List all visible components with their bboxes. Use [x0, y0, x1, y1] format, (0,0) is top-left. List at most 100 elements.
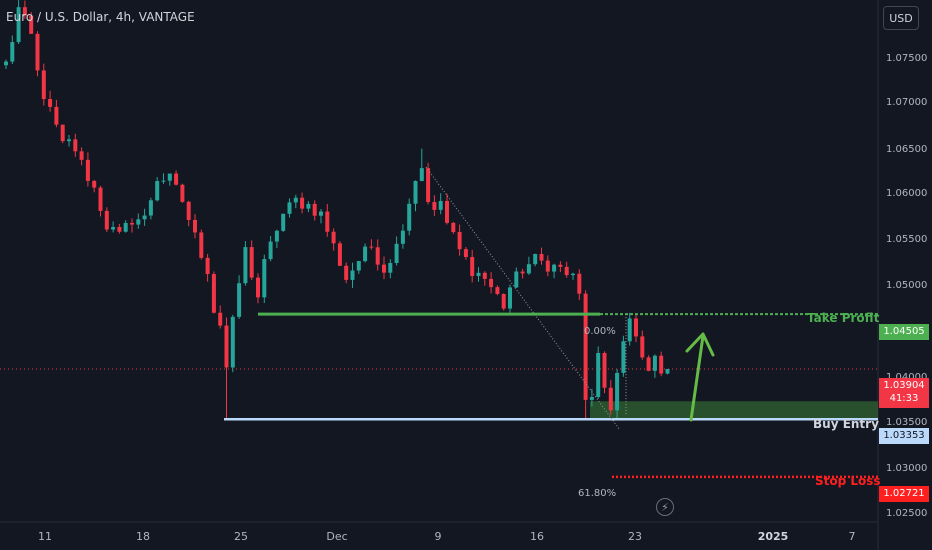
candle-body	[369, 246, 374, 248]
candle-body	[243, 247, 248, 284]
candle-body	[356, 261, 361, 271]
candle-body	[596, 353, 601, 398]
candle-body	[79, 151, 84, 160]
candle-body	[634, 318, 638, 337]
candle-body	[577, 273, 582, 294]
chart-title: Euro / U.S. Dollar, 4h, VANTAGE	[6, 10, 195, 24]
time-tick: 11	[38, 530, 52, 543]
candle-body	[646, 357, 651, 371]
candle-body	[394, 243, 399, 263]
fib-trendline	[425, 166, 621, 431]
candle-body	[350, 270, 355, 280]
candle-body	[205, 257, 210, 275]
time-tick: Dec	[326, 530, 348, 543]
candle-body	[552, 264, 557, 272]
fib-level-top: 0.00%	[584, 326, 616, 337]
time-tick: 7	[848, 530, 856, 543]
candle-body	[256, 277, 260, 298]
currency-button[interactable]: USD	[883, 6, 919, 30]
candle-body	[293, 197, 298, 203]
candle-body	[67, 139, 71, 142]
time-tick: 25	[234, 530, 248, 543]
candle-body	[199, 232, 204, 258]
price-tick: 1.07000	[886, 97, 928, 108]
upward-arrow-shaft	[689, 334, 705, 422]
stop-loss-price-tag: 1.02721	[879, 486, 929, 502]
candle-body	[337, 243, 342, 266]
candle-body	[407, 203, 412, 231]
candle-body	[85, 159, 90, 181]
candle-body	[306, 203, 311, 209]
candle-body	[218, 312, 223, 326]
candle-body	[463, 249, 468, 258]
candle-body	[539, 253, 544, 261]
candle-body	[652, 355, 657, 371]
candle-body	[413, 181, 418, 204]
candle-body	[432, 202, 437, 210]
candle-body	[48, 99, 53, 107]
candle-body	[73, 139, 78, 152]
candle-body	[111, 226, 116, 230]
time-tick: 18	[136, 530, 150, 543]
candle-body	[54, 106, 59, 125]
candle-body	[262, 259, 267, 298]
candle-body	[363, 246, 368, 262]
candle-body	[98, 187, 103, 211]
candle-body	[482, 272, 487, 279]
price-tick: 1.03500	[886, 417, 928, 428]
candle-body	[174, 173, 179, 185]
price-tick: 1.07500	[886, 53, 928, 64]
candle-body	[4, 61, 8, 66]
candle-body	[545, 260, 550, 272]
lightning-icon[interactable]: ⚡	[656, 498, 674, 516]
candle-body	[640, 336, 645, 358]
time-tick: 23	[628, 530, 642, 543]
candle-body	[470, 257, 475, 277]
candle-body	[237, 283, 242, 317]
price-tick: 1.03000	[886, 463, 928, 474]
candle-body	[268, 241, 273, 260]
price-tick: 1.06000	[886, 188, 928, 199]
candle-body	[287, 202, 292, 214]
candle-body	[319, 211, 323, 216]
candle-body	[445, 200, 449, 223]
candle-body	[665, 368, 670, 374]
candle-body	[400, 230, 405, 244]
candle-body	[142, 215, 147, 220]
candle-body	[426, 168, 431, 203]
candle-body	[520, 271, 525, 274]
take-profit-label: Take Profit	[807, 311, 880, 325]
candle-body	[615, 372, 620, 411]
candle-body	[325, 211, 330, 232]
candle-body	[589, 397, 594, 400]
candle-body	[22, 7, 27, 16]
price-tick: 1.04000	[886, 372, 927, 383]
stop-loss-label: Stop Loss	[815, 474, 881, 488]
candle-body	[136, 219, 141, 225]
candle-body	[508, 287, 512, 309]
candle-body	[501, 294, 506, 309]
candle-body	[300, 197, 305, 209]
time-tick: 16	[530, 530, 544, 543]
candle-body	[230, 316, 235, 368]
candle-body	[16, 7, 21, 43]
candle-body	[583, 293, 588, 400]
take-profit-price-tag: 1.04505	[879, 324, 929, 340]
candle-body	[161, 180, 166, 182]
candle-body	[211, 274, 216, 313]
candle-body	[117, 226, 122, 232]
buy-entry-price-tag: 1.03353	[879, 428, 929, 444]
candle-body	[186, 201, 191, 220]
candle-body	[274, 230, 279, 242]
price-tick: 1.02500	[886, 508, 928, 519]
current-price-value: 1.03904	[883, 380, 925, 391]
candle-body	[344, 265, 349, 280]
upward-arrow-head	[685, 332, 715, 357]
candle-body	[627, 318, 632, 342]
candle-body	[621, 341, 626, 373]
candle-body	[281, 213, 286, 231]
time-tick: 9	[434, 530, 442, 543]
candle-countdown: 41:33	[889, 393, 919, 404]
